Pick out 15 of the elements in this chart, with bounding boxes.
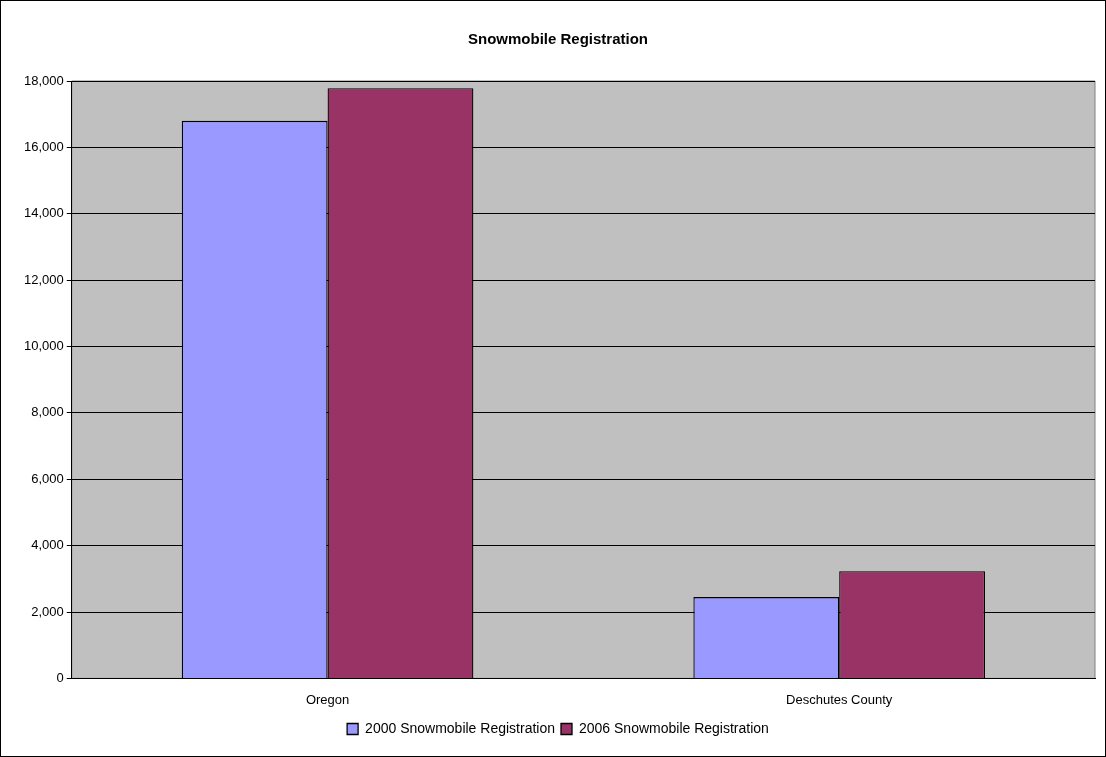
legend-label: 2000 Snowmobile Registration xyxy=(365,719,555,736)
y-tick-label: 14,000 xyxy=(24,205,64,221)
y-tick-label: 6,000 xyxy=(31,470,64,486)
y-tick-label: 18,000 xyxy=(24,72,64,88)
chart-title: Snowmobile Registration xyxy=(467,30,649,48)
y-tick-label: 0 xyxy=(56,669,64,685)
y-tick-label: 12,000 xyxy=(24,271,64,287)
x-tick-label: Oregon xyxy=(305,691,350,707)
y-tick-label: 2,000 xyxy=(31,603,64,619)
y-tick-label: 8,000 xyxy=(31,404,64,420)
y-tick-label: 10,000 xyxy=(24,338,64,354)
x-tick-label: Deschutes County xyxy=(786,691,893,707)
legend-label: 2006 Snowmobile Registration xyxy=(579,719,769,736)
y-tick-label: 4,000 xyxy=(31,537,64,553)
y-tick-label: 16,000 xyxy=(24,138,64,154)
